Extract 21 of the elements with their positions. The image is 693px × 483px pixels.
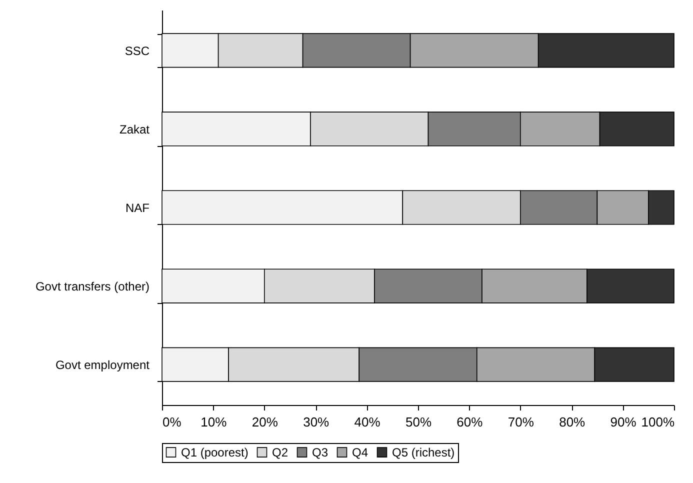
legend-label: Q3	[312, 445, 328, 460]
x-tick-label: 80%	[559, 414, 586, 430]
y-tick-label: Govt transfers (other)	[35, 280, 150, 294]
x-tick-label: 10%	[200, 414, 228, 430]
y-tick-label: Govt employment	[55, 358, 150, 372]
legend-label: Q1 (poorest)	[181, 445, 248, 460]
legend-label: Q2	[272, 445, 288, 460]
x-tick-label: 70%	[508, 414, 534, 430]
x-tick-label: 100%	[641, 414, 675, 430]
x-tick-label: 30%	[303, 414, 330, 430]
x-tick-label: 90%	[610, 414, 637, 430]
y-tick-label: NAF	[126, 201, 150, 215]
y-tick-label: Zakat	[119, 122, 150, 136]
x-tick-label: 40%	[354, 414, 381, 430]
legend-label: Q4	[352, 445, 368, 460]
x-tick-label: 50%	[405, 414, 432, 430]
legend-label: Q5 (richest)	[392, 445, 455, 460]
x-tick-label: 0%	[162, 414, 182, 430]
x-tick-label: 20%	[252, 414, 278, 430]
y-tick-label: SSC	[124, 44, 150, 58]
x-tick-label: 60%	[456, 414, 484, 430]
